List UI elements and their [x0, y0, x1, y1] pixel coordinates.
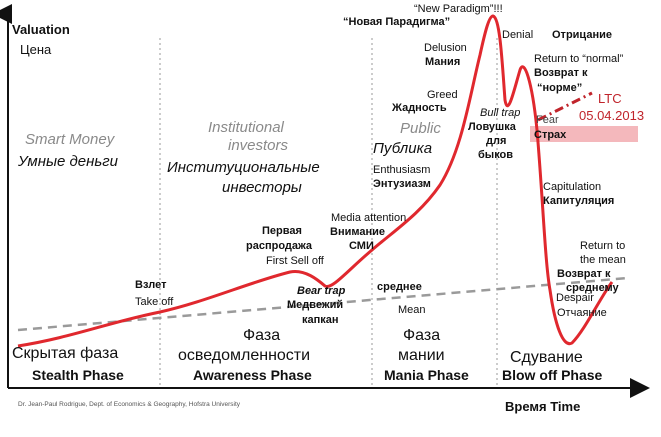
media-attention-en: Media attention: [331, 212, 406, 224]
bear-trap-ru-2: капкан: [302, 314, 339, 326]
greed-en: Greed: [427, 89, 458, 101]
delusion-ru: Мания: [425, 56, 460, 68]
y-axis-label-en: Valuation: [12, 22, 70, 37]
takeoff-en: Take off: [135, 296, 174, 308]
institutional-label-2: investors: [228, 137, 289, 154]
bear-trap-en: Bear trap: [297, 285, 346, 297]
fear-en: Fear: [536, 114, 559, 126]
enthusiasm-en: Enthusiasm: [373, 164, 430, 176]
media-attention-ru-1: Внимание: [330, 226, 385, 238]
fear-highlight: [530, 126, 638, 142]
first-sell-en: First Sell off: [266, 255, 325, 267]
new-paradigm-ru: “Новая Парадигма”: [343, 16, 450, 28]
denial-ru: Отрицание: [552, 29, 612, 41]
phase-stealth-ru: Скрытая фаза: [12, 345, 118, 362]
return-normal-en: Return to “normal”: [534, 53, 624, 65]
phase-awareness-ru-1: Фаза: [243, 327, 280, 344]
new-paradigm-en: “New Paradigm”!!!: [414, 3, 503, 15]
phase-mania-en: Mania Phase: [384, 367, 469, 383]
phase-blowoff-ru: Сдувание: [510, 349, 583, 366]
return-normal-ru-1: Возврат к: [534, 67, 588, 79]
phase-blowoff-en: Blow off Phase: [502, 367, 603, 383]
phase-mania-ru-2: мании: [398, 347, 445, 364]
fear-ru: Страх: [534, 129, 567, 141]
x-axis-label: Время Time: [505, 399, 580, 414]
return-mean-ru-2: среднему: [566, 282, 620, 294]
institutional-ru-label-2: инвесторы: [222, 179, 302, 196]
credit-text: Dr. Jean-Paul Rodrigue, Dept. of Economi…: [18, 401, 241, 408]
capitulation-ru: Капитуляция: [543, 195, 614, 207]
return-mean-en-2: the mean: [580, 254, 626, 266]
phase-awareness-en: Awareness Phase: [193, 367, 312, 383]
bull-trap-en: Bull trap: [480, 107, 520, 119]
mean-ru: среднее: [377, 281, 422, 293]
greed-ru: Жадность: [391, 102, 447, 114]
phase-stealth-en: Stealth Phase: [32, 367, 124, 383]
phase-awareness-ru-2: осведомленности: [178, 347, 310, 364]
valuation-curve: [17, 14, 614, 348]
mean-line: [17, 276, 629, 332]
phase-mania-ru-1: Фаза: [403, 327, 440, 344]
ltc-date: 05.04.2013: [579, 108, 644, 123]
media-attention-ru-2: СМИ: [349, 240, 374, 252]
delusion-en: Delusion: [424, 42, 467, 54]
despair-en: Despair: [556, 292, 594, 304]
first-sell-ru-2: распродажа: [246, 240, 313, 252]
return-mean-ru-1: Возврат к: [557, 268, 611, 280]
public-label: Public: [400, 120, 441, 137]
despair-ru: Отчаяние: [557, 307, 607, 319]
first-sell-ru-1: Первая: [262, 225, 302, 237]
bear-trap-ru-1: Медвежий: [287, 299, 343, 311]
y-axis-label-ru: Цена: [20, 42, 52, 57]
bull-trap-ru-3: быков: [478, 149, 513, 161]
takeoff-ru: Взлет: [135, 279, 167, 291]
return-normal-ru-2: “норме”: [537, 82, 582, 94]
smart-money-label: Smart Money: [25, 131, 116, 148]
capitulation-en: Capitulation: [543, 181, 601, 193]
ltc-label: LTC: [598, 91, 622, 106]
institutional-label-1: Institutional: [208, 119, 285, 136]
enthusiasm-ru: Энтузиазм: [373, 178, 431, 190]
smart-money-ru-label: Умные деньги: [17, 153, 119, 170]
bull-trap-ru-2: для: [486, 135, 506, 147]
public-ru-label: Публика: [373, 140, 432, 157]
denial-en: Denial: [502, 29, 533, 41]
return-mean-en-1: Return to: [580, 240, 625, 252]
bull-trap-ru-1: Ловушка: [468, 121, 517, 133]
mean-en: Mean: [398, 304, 426, 316]
institutional-ru-label-1: Институциональные: [167, 159, 320, 176]
